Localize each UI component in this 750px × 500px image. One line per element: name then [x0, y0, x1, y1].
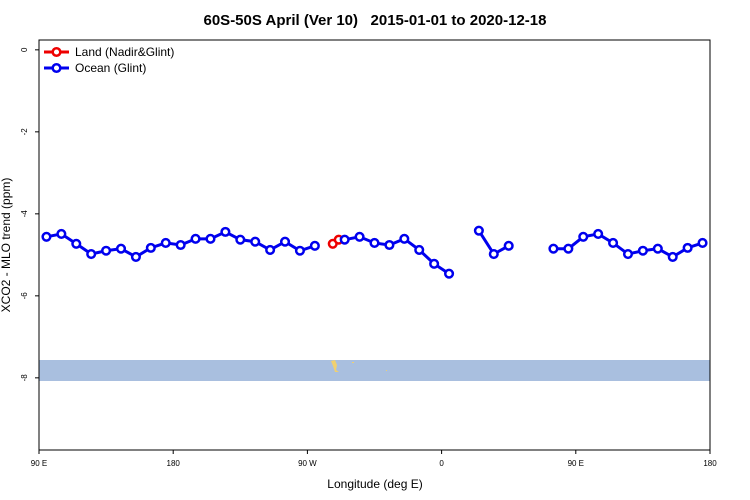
data-point: [429, 258, 440, 269]
data-point: [86, 248, 97, 260]
legend-label: Land (Nadir&Glint): [75, 45, 174, 59]
data-point: [205, 233, 216, 244]
y-tick-label: -6: [20, 292, 29, 300]
land-patch: [386, 370, 387, 371]
legend-marker: [51, 62, 62, 74]
y-tick-label: -8: [20, 374, 29, 382]
data-point: [309, 240, 320, 251]
legend-label: Ocean (Glint): [75, 61, 146, 75]
series-line: [46, 229, 704, 275]
y-axis-label: XCO2 - MLO trend (ppm): [0, 178, 13, 313]
data-point: [414, 244, 425, 255]
data-point: [667, 251, 678, 262]
data-point: [578, 231, 589, 242]
data-point: [250, 236, 261, 247]
ocean-band: [39, 360, 710, 381]
x-tick-label: 180: [167, 459, 181, 468]
data-point: [488, 248, 499, 260]
data-point: [190, 233, 201, 244]
data-point: [175, 239, 186, 251]
data-point: [622, 248, 634, 260]
x-axis-label: Longitude (deg E): [327, 477, 422, 491]
data-point: [354, 231, 365, 242]
data-point: [503, 240, 514, 251]
data-point: [563, 243, 574, 254]
land-patch: [352, 362, 354, 363]
data-point: [593, 228, 604, 239]
data-point: [130, 251, 141, 262]
data-point: [473, 225, 484, 236]
data-point: [444, 268, 455, 279]
data-point: [265, 244, 276, 255]
x-tick-label: 90 E: [31, 459, 47, 468]
data-point: [220, 226, 231, 237]
data-point: [115, 243, 127, 254]
data-point: [145, 242, 156, 253]
data-point: [399, 233, 410, 244]
data-point: [41, 231, 52, 242]
y-tick-label: -4: [20, 210, 29, 218]
data-point: [384, 239, 395, 251]
land-patch: [331, 360, 339, 372]
data-point: [369, 237, 380, 248]
data-point: [339, 234, 350, 245]
x-tick-label: 90 W: [298, 459, 317, 468]
y-tick-label: 0: [20, 47, 29, 52]
data-point: [56, 228, 67, 239]
data-point: [71, 238, 82, 249]
data-point: [101, 245, 112, 256]
map-strip: [39, 360, 710, 381]
data-point: [682, 242, 693, 253]
data-point: [697, 237, 708, 248]
data-point: [294, 245, 305, 256]
y-tick-label: -2: [20, 128, 29, 136]
plot-frame: [38, 39, 711, 451]
data-point: [548, 243, 559, 254]
data-point: [279, 236, 291, 247]
data-point: [235, 234, 246, 245]
data-point: [608, 237, 619, 248]
data-point: [160, 237, 171, 248]
chart-title: 60S-50S April (Ver 10) 2015-01-01 to 202…: [204, 12, 547, 29]
data-point: [652, 243, 663, 254]
x-tick-label: 180: [703, 459, 717, 468]
data-point: [637, 245, 648, 256]
x-tick-label: 0: [439, 459, 444, 468]
legend-marker: [51, 46, 62, 58]
x-tick-label: 90 E: [568, 459, 584, 468]
